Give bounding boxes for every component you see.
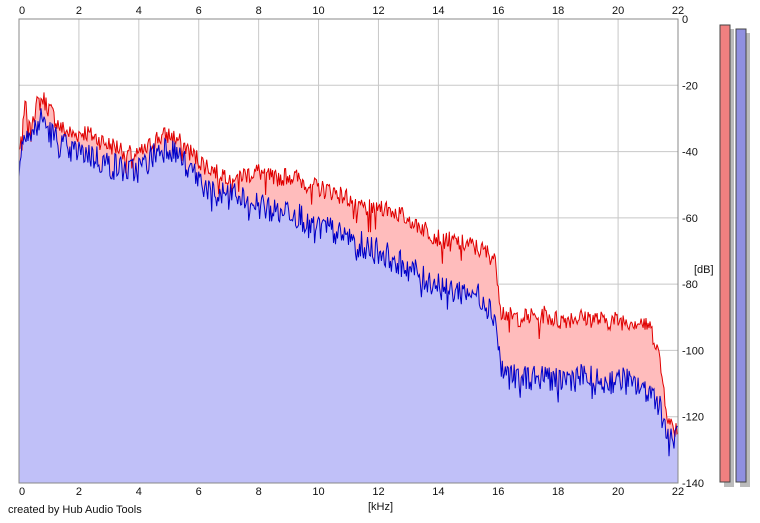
x-tick-top-4: 4	[136, 5, 142, 17]
series-fills	[19, 92, 678, 484]
x-tick-bottom-16: 16	[492, 486, 504, 498]
y-tick--80: -80	[682, 279, 698, 291]
x-tick-bottom-10: 10	[312, 486, 324, 498]
x-tick-bottom-14: 14	[432, 486, 444, 498]
y-tick--20: -20	[682, 80, 698, 92]
x-tick-top-16: 16	[492, 5, 504, 17]
x-tick-bottom-4: 4	[136, 486, 142, 498]
y-ticks: 0 -20 -40 -60 -80 -100 -120 -140	[682, 14, 704, 490]
x-tick-bottom-20: 20	[612, 486, 624, 498]
x-tick-top-6: 6	[196, 5, 202, 17]
y-tick-0: 0	[682, 14, 688, 26]
series-blue-line	[18, 108, 679, 457]
y-tick--40: -40	[682, 147, 698, 159]
x-axis-label: [kHz]	[368, 501, 393, 513]
x-tick-bottom-0: 0	[19, 486, 25, 498]
series-blue-fill	[19, 108, 678, 484]
y-tick--120: -120	[682, 412, 704, 424]
x-tick-top-2: 2	[76, 5, 82, 17]
x-tick-top-8: 8	[256, 5, 262, 17]
x-tick-top-0: 0	[19, 5, 25, 17]
y-tick--60: -60	[682, 213, 698, 225]
x-tick-bottom-8: 8	[256, 486, 262, 498]
y-axis-label: [dB]	[694, 264, 714, 276]
plot-frame	[18, 18, 679, 484]
x-tick-top-20: 20	[612, 5, 624, 17]
meter-red	[719, 24, 731, 483]
x-tick-bottom-2: 2	[76, 486, 82, 498]
x-tick-top-18: 18	[552, 5, 564, 17]
x-tick-top-10: 10	[312, 5, 324, 17]
x-tick-bottom-12: 12	[372, 486, 384, 498]
x-tick-top-12: 12	[372, 5, 384, 17]
x-ticks-top: 0 2 4 6 8 10 12 14 16 18 20 22	[19, 5, 684, 17]
y-tick--100: -100	[682, 345, 704, 357]
meter-blue	[735, 28, 747, 483]
x-tick-top-14: 14	[432, 5, 444, 17]
series-red-line	[18, 92, 679, 437]
x-tick-top-22: 22	[672, 5, 684, 17]
series-lines	[18, 92, 679, 457]
x-ticks-bottom: 0 2 4 6 8 10 12 14 16 18 20 22	[19, 486, 684, 498]
x-tick-bottom-22: 22	[672, 486, 684, 498]
x-tick-bottom-6: 6	[196, 486, 202, 498]
x-tick-bottom-18: 18	[552, 486, 564, 498]
credit-text: created by Hub Audio Tools	[8, 504, 142, 516]
y-tick--140: -140	[682, 478, 704, 490]
